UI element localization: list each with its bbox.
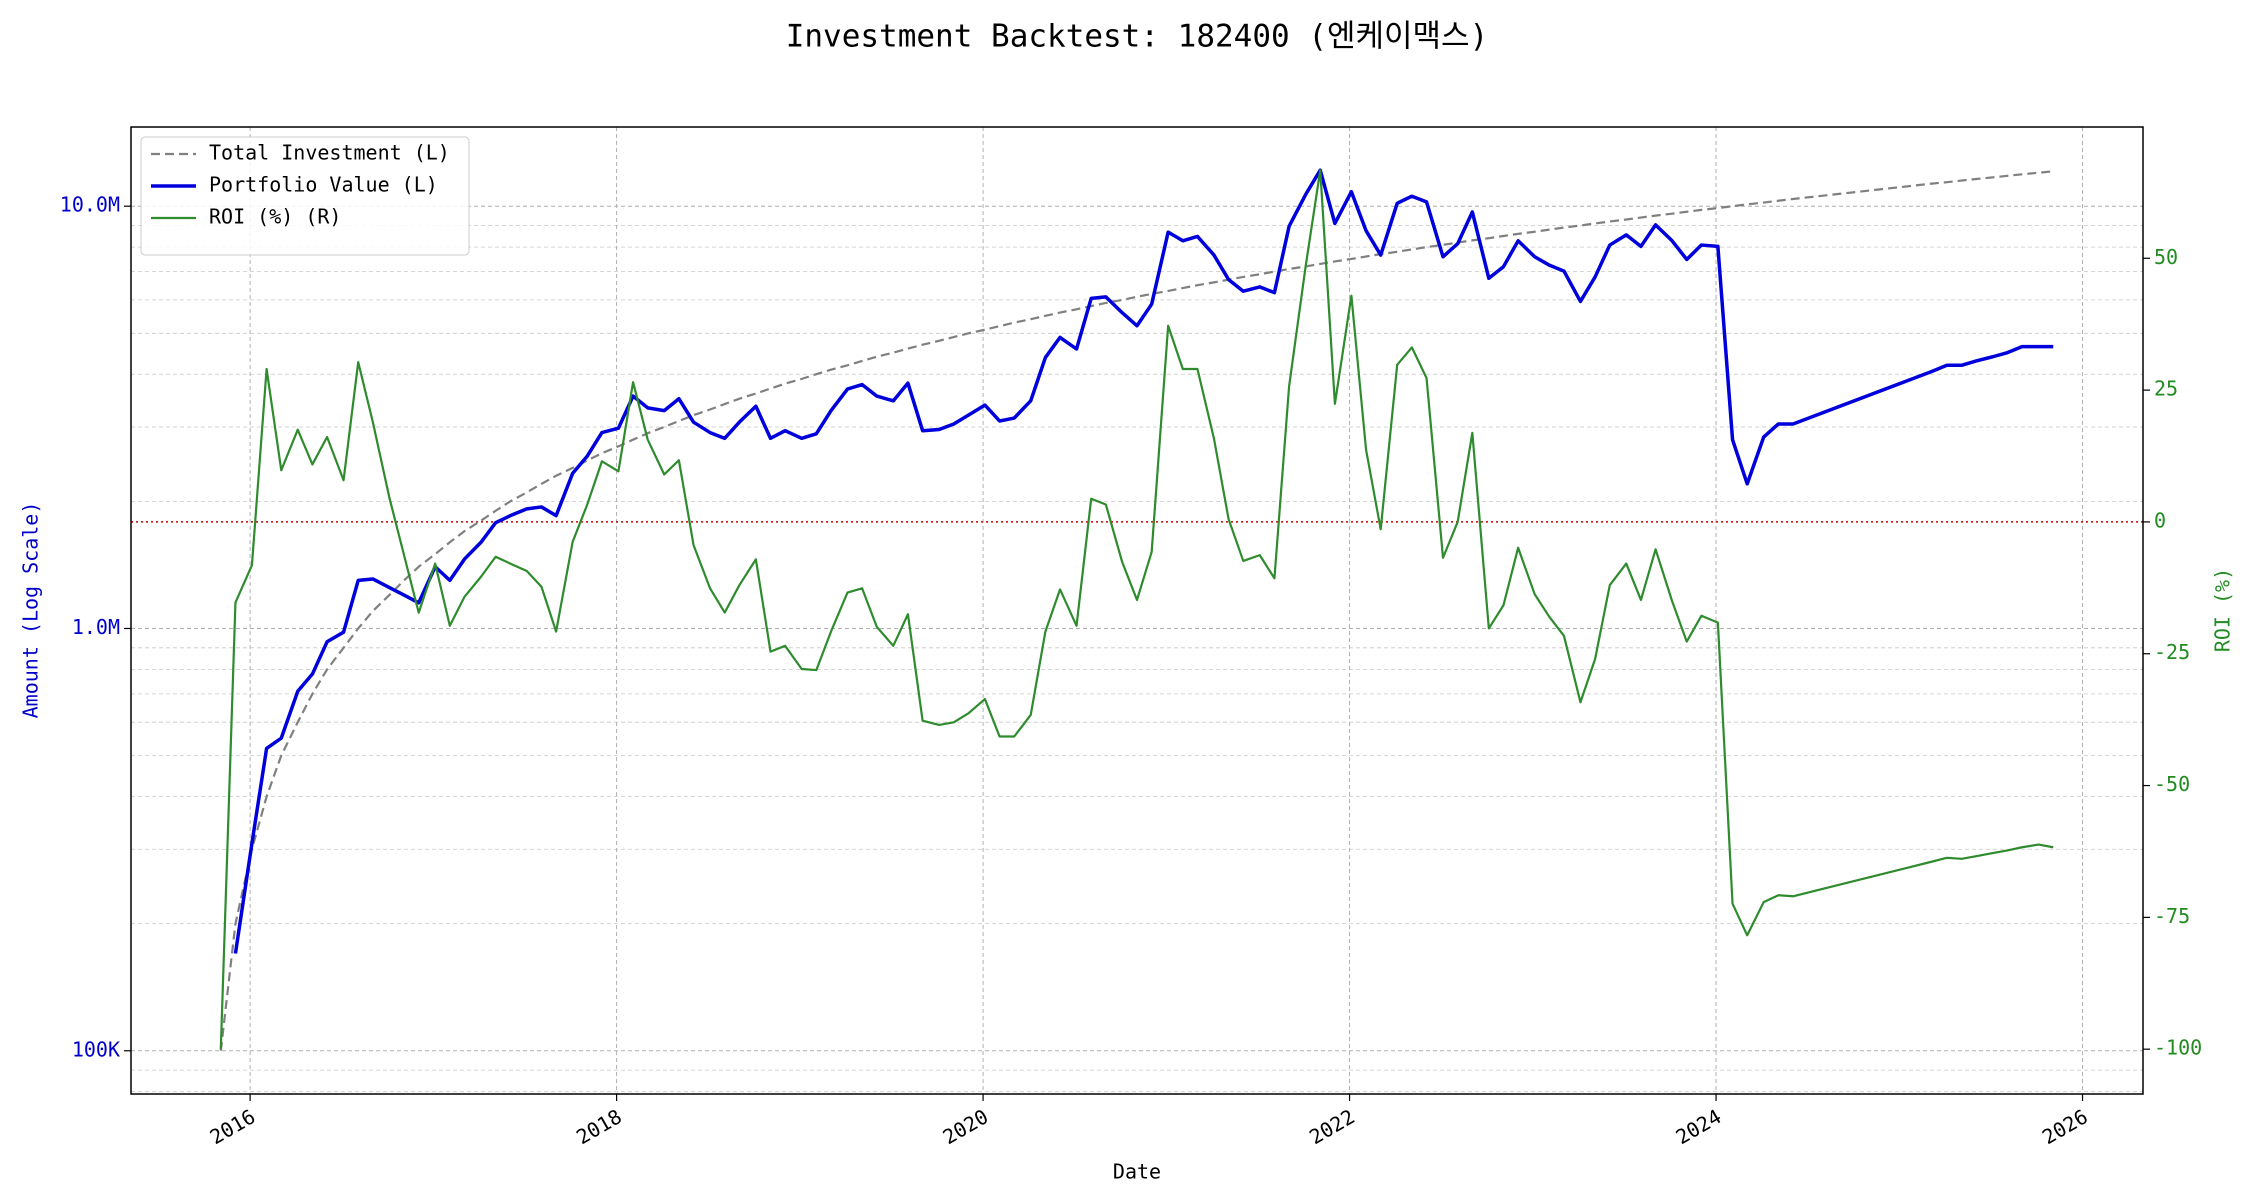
- y2-tick-label: -75: [2154, 904, 2190, 928]
- x-tick-label: 2026: [2038, 1104, 2092, 1149]
- y-axis-label: Amount (Log Scale): [19, 502, 43, 719]
- y2-tick-label: -100: [2154, 1036, 2202, 1060]
- x-tick-label: 2020: [939, 1104, 993, 1149]
- series-line: [219, 170, 2054, 1051]
- plot-lines: [219, 168, 2054, 1051]
- series-line: [233, 168, 2054, 954]
- legend-label: Portfolio Value (L): [209, 173, 438, 197]
- y-tick-label: 100K: [72, 1037, 120, 1061]
- legend-label: Total Investment (L): [209, 141, 450, 165]
- y-tick-label: 1.0M: [72, 615, 120, 639]
- y2-tick-label: 0: [2154, 508, 2166, 532]
- x-tick-label: 2016: [206, 1104, 260, 1149]
- x-tick-label: 2018: [572, 1104, 626, 1149]
- x-axis-label: Date: [1113, 1160, 1161, 1184]
- y-tick-label: 10.0M: [60, 193, 120, 217]
- chart-title: Investment Backtest: 182400 (엔케이맥스): [786, 19, 1489, 55]
- y2-tick-label: -50: [2154, 772, 2190, 796]
- x-tick-label: 2022: [1305, 1104, 1359, 1149]
- series-line: [219, 169, 2054, 1050]
- y2-tick-label: 25: [2154, 377, 2178, 401]
- legend-box: [140, 136, 470, 256]
- legend-label: ROI (%) (R): [209, 205, 341, 229]
- plot-frame: [130, 126, 2144, 1095]
- y2-tick-label: 50: [2154, 245, 2178, 269]
- y2-axis-label: ROI (%): [2211, 568, 2235, 652]
- y2-tick-label: -25: [2154, 640, 2190, 664]
- x-tick-label: 2024: [1672, 1104, 1726, 1149]
